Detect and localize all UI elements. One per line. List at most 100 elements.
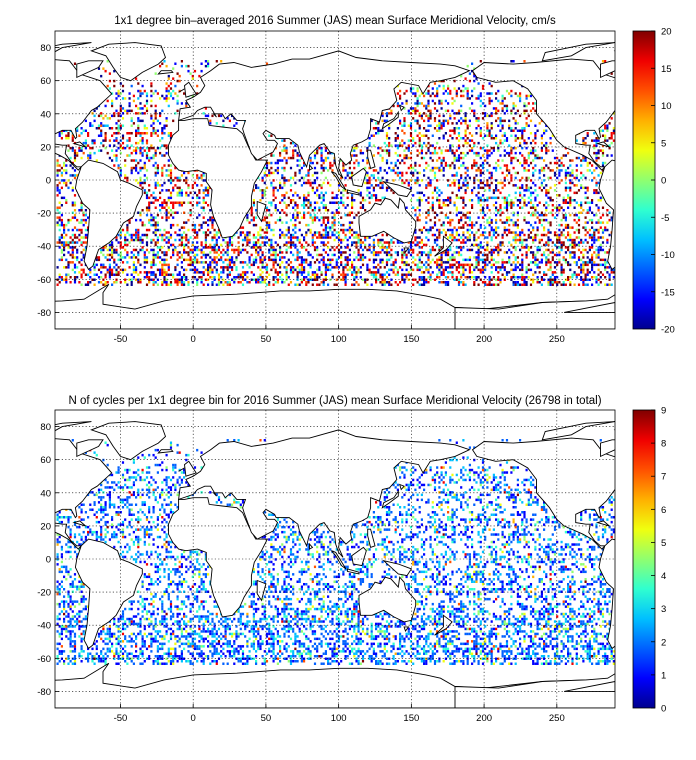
bin-cell [279,246,282,249]
bin-cell [490,278,493,281]
bin-cell [156,164,159,167]
bin-cell [60,218,63,222]
bin-cell [521,132,524,135]
bin-cell [80,241,83,244]
bin-cell [126,228,129,232]
bin-cell [409,179,413,182]
bin-cell [567,238,570,242]
bin-cell [261,191,264,195]
bin-cell [588,218,591,222]
bin-cell [475,231,478,234]
bin-cell [172,223,175,227]
bin-cell [514,256,517,259]
bin-cell [586,221,589,224]
bin-cell [481,266,485,269]
bin-cell [429,228,432,232]
bin-cell [523,283,526,286]
bin-cell [80,132,83,135]
bin-cell [126,273,129,276]
bin-cell [285,146,288,150]
bin-cell [521,231,524,234]
bin-cell [442,281,445,284]
bin-cell [235,258,238,262]
bin-cell [409,139,413,142]
bin-cell [584,276,587,279]
bin-cell [104,114,107,118]
bin-cell [152,261,155,264]
bin-cell [119,144,122,147]
bin-cell [534,263,537,267]
bin-cell [479,129,482,132]
bin-cell [163,181,166,185]
bin-cell [573,246,576,249]
bin-cell [187,201,190,204]
bin-cell [337,271,341,274]
bin-cell [381,186,384,190]
bin-cell [65,273,68,276]
bin-cell [599,216,602,219]
bin-cell [65,169,68,172]
bin-cell [405,273,408,276]
bin-cell [490,248,493,252]
bin-cell [521,134,524,137]
bin-cell [423,281,426,284]
bin-cell [239,273,242,276]
bin-cell [121,256,125,259]
bin-cell [252,246,255,249]
bin-cell [167,283,170,286]
bin-cell [573,176,576,180]
bin-cell [580,206,583,209]
bin-cell [558,246,561,249]
bin-cell [215,231,218,234]
bin-cell [337,201,341,204]
bin-cell [564,226,567,229]
bin-cell [604,261,607,264]
bin-cell [224,266,227,269]
bin-cell [547,238,550,242]
bin-cell [128,132,131,135]
bin-cell [351,204,354,207]
bin-cell [510,149,513,152]
bin-cell [124,238,127,242]
bin-cell [545,189,548,192]
bin-cell [521,253,524,257]
bin-cell [113,132,116,135]
bin-cell [599,129,602,132]
bin-cell [178,191,181,195]
bin-cell [69,218,72,222]
bin-cell [126,231,129,234]
bin-cell [527,154,530,157]
bin-cell [423,283,426,286]
bin-cell [73,266,77,269]
bin-cell [442,261,445,264]
bin-cell [65,241,68,244]
bin-cell [447,281,450,284]
bin-cell [154,233,157,237]
bin-cell [145,146,149,150]
bin-cell [272,263,275,267]
bin-cell [189,261,192,264]
bin-cell [283,181,286,185]
bin-cell [416,149,419,152]
bin-cell [556,194,559,197]
bin-cell [172,251,175,254]
bin-cell [108,139,111,142]
bin-cell [119,114,122,118]
bin-cell [257,186,260,190]
bin-cell [551,199,554,202]
bin-cell [255,236,258,239]
bin-cell [252,243,255,247]
bin-cell [152,127,155,130]
bin-cell [272,276,275,279]
bin-cell [311,181,314,185]
bin-cell [366,283,369,286]
bin-cell [501,233,504,237]
bin-cell [104,266,107,269]
bin-cell [416,191,419,195]
bin-cell [257,231,260,234]
bin-cell [65,134,68,137]
bin-cell [82,223,85,227]
bin-cell [335,278,338,281]
bin-cell [357,164,360,167]
bin-cell [156,253,159,257]
